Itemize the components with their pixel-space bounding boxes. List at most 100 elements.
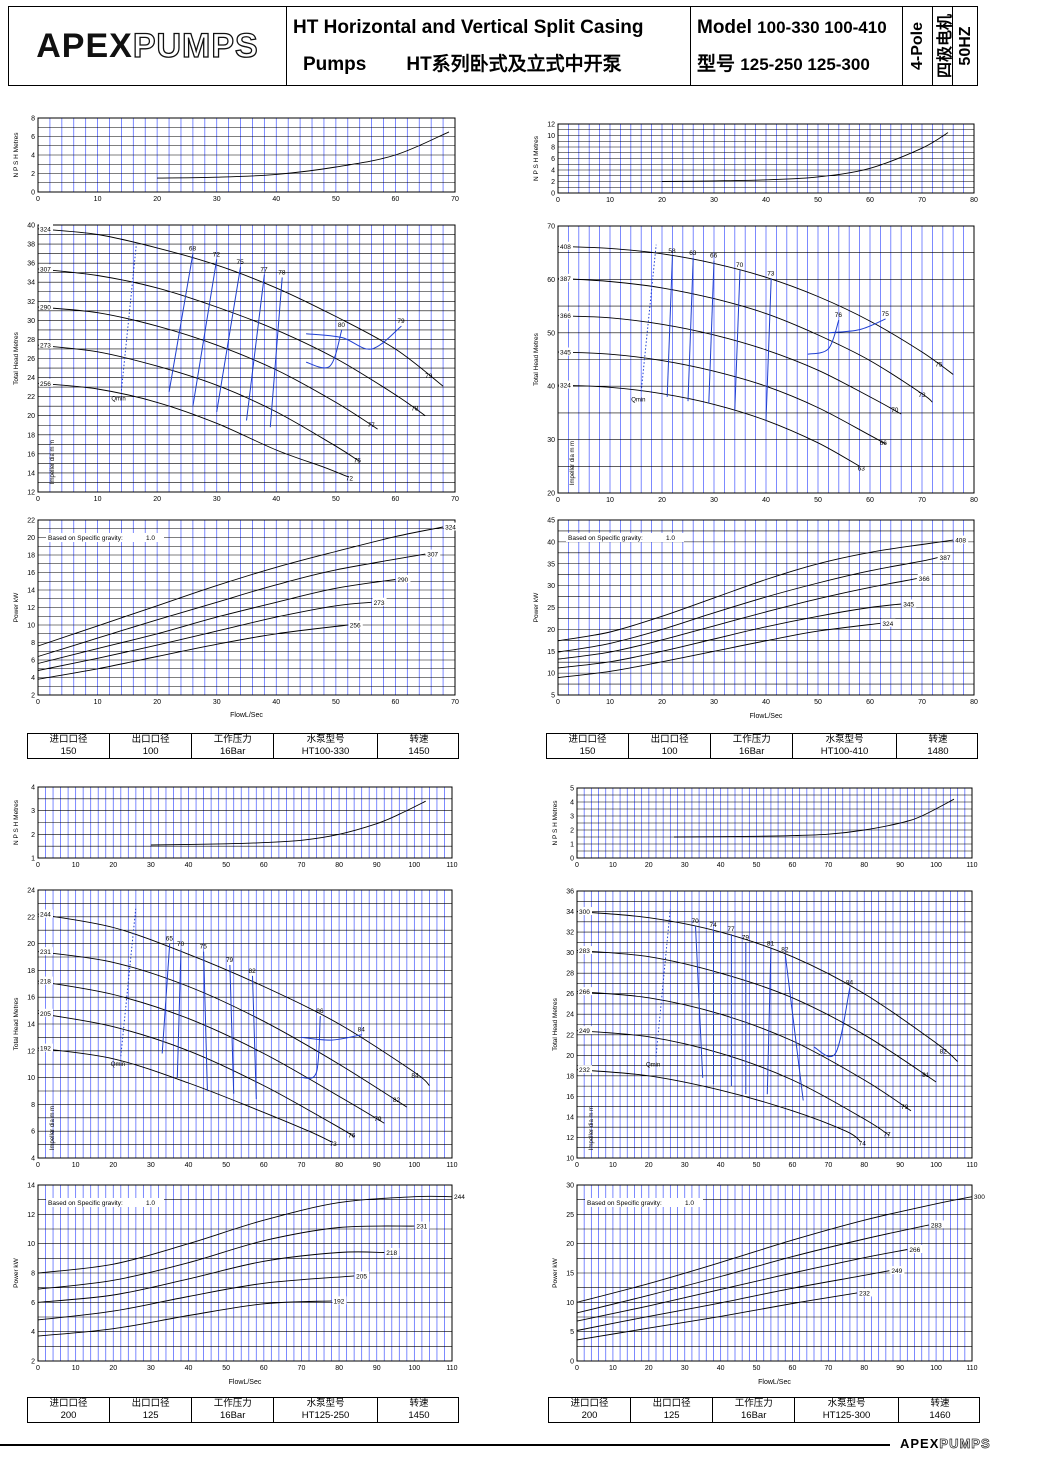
chart-ht125-250-spec-cell: 水泵型号 HT125-250 (274, 1398, 378, 1422)
chart-ht100-330-eff-right-label-1: 78 (411, 406, 419, 413)
chart-ht100-410-npsh-ytick: 12 (547, 122, 555, 129)
chart-ht100-330-npsh-xtick: 70 (451, 196, 459, 203)
chart-ht100-330-head-xtick: 0 (36, 496, 40, 503)
chart-ht100-330-power-xtick: 0 (36, 699, 40, 706)
title-line-2: Pumps HT系列卧式及立式中开泵 (303, 49, 622, 76)
chart-ht125-300-spec-header: 进口口径 (570, 1398, 609, 1409)
model-values-1: 100-330 100-410 (757, 18, 887, 37)
chart-ht100-410-eff-label-66: 66 (710, 253, 718, 260)
chart-ht125-250-eff-label-82: 82 (249, 968, 257, 975)
chart-ht125-300-head-frame (576, 890, 973, 1159)
chart-ht100-410-head-curve-345 (557, 351, 886, 445)
chart-ht100-410-head-curve-408 (557, 245, 954, 375)
chart-ht100-330-head-curve-label-273: 273 (40, 343, 51, 350)
chart-ht100-410-sg-value: 1.0 (666, 535, 675, 542)
chart-ht125-250-eff-curve-86 (301, 1015, 321, 1079)
chart-ht100-410-spec-value: 100 (661, 746, 678, 757)
chart-ht125-250-head-xtick: 80 (335, 1162, 343, 1169)
chart-ht125-300-power-xtick: 70 (824, 1365, 832, 1372)
chart-ht125-300-eff-label-82: 82 (781, 947, 789, 954)
chart-ht100-330-npsh-ylabel: N P S H Metres (13, 132, 20, 178)
chart-ht100-410-spec-cell: 水泵型号 HT100-410 (793, 734, 897, 758)
chart-ht100-410-power-xtick: 10 (606, 699, 614, 706)
chart-ht125-250-power-xtick: 60 (260, 1365, 268, 1372)
chart-ht100-330-head-curve-label-290: 290 (40, 305, 51, 312)
chart-ht100-330-eff-right-label-4: 72 (346, 476, 354, 483)
chart-ht125-250-npsh-xtick: 110 (446, 862, 457, 869)
chart-ht100-410-power-ytick: 30 (547, 583, 555, 590)
chart-ht100-410-npsh-curve (661, 132, 949, 182)
document-title: HT Horizontal and Vertical Split Casing … (287, 7, 691, 85)
chart-ht100-330-power-curve-label-273: 273 (374, 600, 385, 607)
chart-ht100-330-qmin-line (120, 243, 137, 391)
chart-ht125-300-eff-label-74: 74 (709, 922, 717, 929)
chart-ht125-250-power-xtick: 50 (222, 1365, 230, 1372)
chart-ht125-300-npsh-xtick: 90 (896, 862, 904, 869)
chart-ht100-330-head-ytick: 28 (27, 337, 35, 344)
chart-ht100-410-npsh-xtick: 60 (866, 197, 874, 204)
chart-ht125-300-head-xtick: 40 (717, 1162, 725, 1169)
chart-ht100-410-power-curve-345 (557, 603, 902, 669)
chart-ht100-410-power-ytick: 10 (547, 671, 555, 678)
chart-ht100-410-npsh-xtick: 20 (658, 197, 666, 204)
chart-ht125-250-power-ylabel: Power kW (13, 1257, 20, 1287)
chart-ht100-410-head-curve-label-387: 387 (560, 276, 571, 283)
chart-ht125-250-head-xtick: 0 (36, 1162, 40, 1169)
chart-ht100-330-head-curve-290 (37, 306, 378, 430)
chart-ht100-410-spec-cell: 出口口径 100 (629, 734, 712, 758)
chart-ht100-410-head-xtick: 40 (762, 497, 770, 504)
chart-ht125-250-npsh-ytick: 1 (31, 856, 35, 863)
chart-ht125-250-power-label-bg (355, 1271, 370, 1280)
chart-ht125-250-head-ytick: 14 (27, 1022, 35, 1029)
chart-ht125-250-head-ytick: 10 (27, 1075, 35, 1082)
chart-ht125-250-head-ytick: 20 (27, 941, 35, 948)
model-line-2: 型号 125-250 125-300 (697, 49, 870, 76)
chart-ht125-250-spec-header: 转速 (409, 1398, 429, 1409)
chart-ht125-250-eff-label-84: 84 (358, 1027, 366, 1034)
chart-ht125-300-head-ytick: 30 (566, 950, 574, 957)
chart-ht100-410-npsh-xtick: 80 (970, 197, 978, 204)
chart-ht125-250-xlabel: FlowL/Sec (229, 1379, 262, 1386)
chart-ht125-250-power-label-bg (332, 1296, 347, 1305)
chart-ht100-330-head-ylabel: Total Head Metres (13, 331, 20, 384)
chart-ht100-330-head-ytick: 12 (27, 490, 35, 497)
chart-ht125-300-spec-header: 出口口径 (652, 1398, 691, 1409)
chart-ht125-300-head-ytick: 16 (566, 1094, 574, 1101)
chart-ht125-300-power-label-bg (858, 1288, 873, 1297)
chart-ht125-300-head-ytick: 18 (566, 1073, 574, 1080)
chart-ht100-410-head-frame (557, 225, 975, 494)
chart-ht100-330-head-curve-307 (37, 268, 426, 417)
chart-ht100-410-power-curve-label-324: 324 (882, 621, 893, 628)
chart-ht125-250-head-label-bg (39, 1008, 53, 1017)
chart-ht100-330-spec-value: 150 (60, 746, 77, 757)
chart-ht125-300-head-label-bg (578, 1026, 592, 1035)
chart-ht100-410-npsh-xtick: 50 (814, 197, 822, 204)
chart-ht125-300-power-ytick: 10 (566, 1300, 574, 1307)
chart-ht125-300-power-label-bg (890, 1266, 905, 1275)
chart-ht100-330-npsh-xtick: 60 (392, 196, 400, 203)
chart-ht100-410-power-xtick: 60 (866, 699, 874, 706)
model-box: Model 100-330 100-410 型号 125-250 125-300 (691, 7, 903, 85)
chart-ht125-250-power-curve-label-231: 231 (416, 1224, 427, 1231)
chart-ht125-300-power-xtick: 30 (681, 1365, 689, 1372)
chart-ht100-410-eff-label-75: 75 (882, 311, 890, 318)
chart-ht125-250-head-ytick: 4 (31, 1156, 35, 1163)
chart-ht100-410-npsh-ylabel: N P S H Metres (533, 135, 540, 181)
footer-rule (0, 1444, 890, 1446)
chart-ht125-300-eff-curve-82 (784, 954, 804, 1101)
chart-ht100-410-eff-right-label-2: 70 (891, 407, 899, 414)
chart-ht100-330-eff-curve-68 (168, 253, 194, 392)
title-chinese: HT系列卧式及立式中开泵 (406, 54, 622, 75)
chart-ht125-300-power-curve-label-249: 249 (891, 1268, 902, 1275)
chart-ht125-250-spec-value: 125 (142, 1410, 159, 1421)
chart-ht125-250-npsh-ytick: 2 (31, 832, 35, 839)
chart-ht125-250-head-curve-218 (37, 980, 385, 1124)
chart-ht125-300-npsh-frame (576, 787, 973, 859)
chart-ht100-330-power-ytick: 4 (31, 675, 35, 682)
chart-ht125-250-npsh-frame (37, 786, 453, 859)
chart-ht125-250-head-ylabel: Total Head Metres (13, 997, 20, 1050)
chart-ht100-330-power-curve-label-324: 324 (445, 525, 456, 532)
chart-ht100-330-sg-label: Based on Specific gravity: (48, 535, 123, 542)
chart-ht125-300-power-curve-label-232: 232 (859, 1290, 870, 1297)
